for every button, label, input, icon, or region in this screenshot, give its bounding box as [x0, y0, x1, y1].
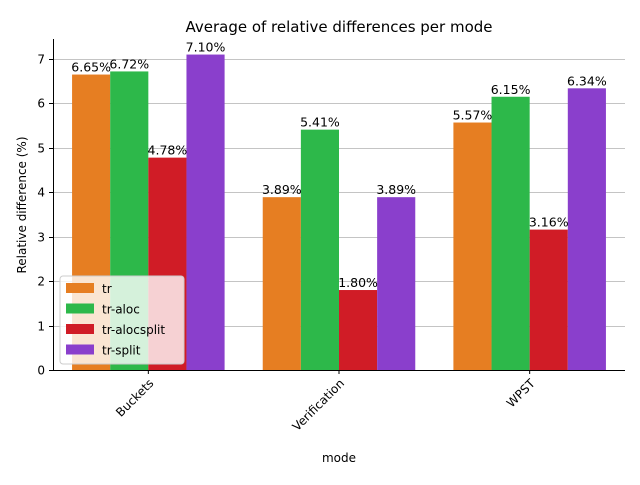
data-label: 4.78%	[148, 143, 188, 158]
bar-tr-alocsplit-verification	[339, 290, 378, 370]
legend-swatch-tr-aloc	[66, 303, 94, 314]
legend-label-tr-split: tr-split	[102, 344, 141, 358]
bar-tr-aloc-verification	[300, 129, 339, 370]
y-tick-label: 4	[37, 186, 45, 200]
y-tick-label: 5	[37, 142, 45, 156]
data-label: 6.72%	[109, 56, 149, 71]
data-label: 3.89%	[262, 182, 302, 197]
bar-tr-split-buckets	[186, 54, 225, 371]
legend: tr tr-aloc tr-alocsplit tr-split	[59, 275, 185, 365]
y-tick-label: 3	[37, 231, 45, 245]
data-label: 6.15%	[491, 82, 531, 97]
bar-tr-wpst	[453, 122, 492, 370]
bar-tr-alocsplit-wpst	[529, 229, 568, 370]
y-tick-label: 0	[37, 364, 45, 378]
legend-swatch-tr	[66, 283, 94, 293]
x-tick-label: WPST	[504, 376, 538, 410]
legend-label-tr-alocsplit: tr-alocsplit	[102, 323, 165, 337]
y-ticks: 0 1 2 3 4 5 6 7	[37, 53, 53, 378]
bar-tr-aloc-wpst	[491, 96, 530, 370]
legend-swatch-tr-split	[66, 344, 94, 355]
y-axis-label: Relative difference (%)	[15, 136, 29, 273]
chart-title: Average of relative differences per mode	[185, 18, 492, 36]
bars	[72, 54, 606, 371]
data-label: 6.65%	[71, 60, 111, 75]
data-label: 7.10%	[186, 40, 226, 55]
y-tick-label: 1	[37, 320, 45, 334]
y-tick-label: 6	[37, 97, 45, 111]
legend-label-tr-aloc: tr-aloc	[102, 303, 140, 317]
data-label: 3.16%	[529, 215, 569, 230]
y-tick-label: 2	[37, 275, 45, 289]
bar-tr-verification	[262, 197, 301, 370]
x-ticks: Buckets Verification WPST	[113, 370, 538, 434]
y-tick-label: 7	[37, 53, 45, 67]
x-tick-label: Verification	[290, 376, 348, 434]
data-label: 6.34%	[567, 73, 607, 88]
bar-tr-split-wpst	[567, 88, 606, 371]
x-tick-label: Buckets	[113, 376, 156, 419]
data-label: 5.41%	[300, 115, 340, 130]
data-label: 3.89%	[376, 182, 416, 197]
legend-swatch-tr-alocsplit	[66, 324, 94, 334]
x-axis-label: mode	[322, 451, 356, 465]
legend-label-tr: tr	[102, 282, 112, 296]
bar-tr-split-verification	[377, 197, 416, 370]
data-label: 1.80%	[338, 275, 378, 290]
legend-box	[59, 275, 185, 365]
data-labels: 6.65% 3.89% 5.57% 6.72% 5.41% 6.15% 4.78% 1.80%…	[71, 40, 607, 290]
data-label: 5.57%	[453, 108, 493, 123]
